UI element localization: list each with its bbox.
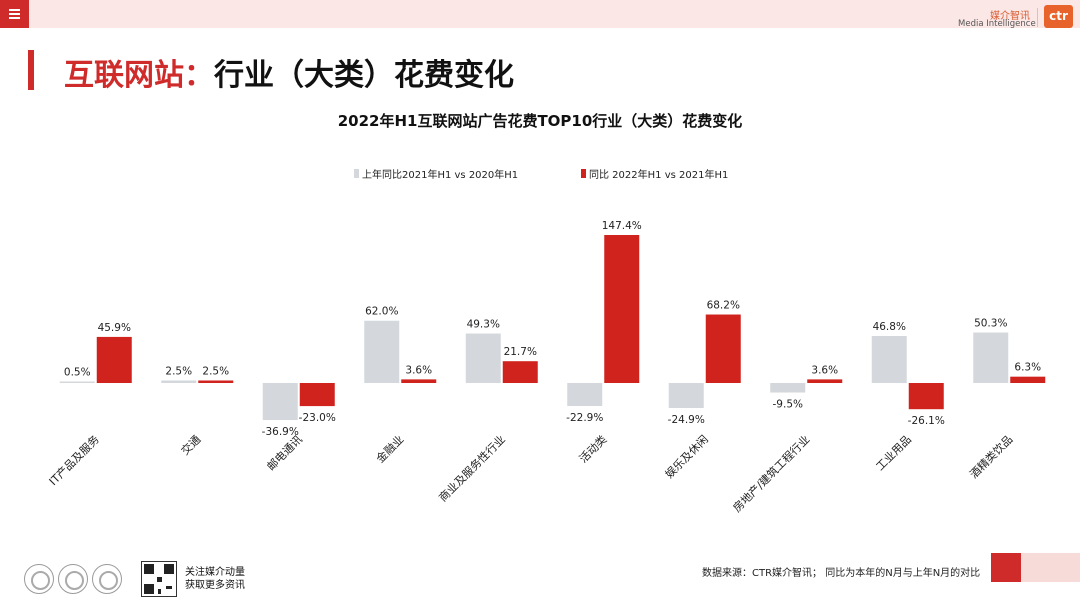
category-label-8: 工业用品	[874, 433, 914, 473]
data-label-current-2: -23.0%	[299, 412, 336, 424]
category-label-4: 商业及服务性行业	[436, 432, 508, 504]
hamburger-icon-line	[9, 17, 20, 19]
hamburger-icon-line	[9, 13, 20, 15]
bar-current-1	[198, 380, 234, 383]
footer-pink-block	[1021, 553, 1080, 582]
data-label-current-1: 2.5%	[202, 365, 229, 377]
bar-chart: 上年同比2021年H1 vs 2020年H1 同比 2022年H1 vs 202…	[46, 168, 1046, 515]
legend-swatch-prior	[354, 169, 359, 178]
data-label-prior-2: -36.9%	[262, 426, 299, 438]
category-label-3: 金融业	[373, 432, 406, 465]
chart-title: 2022年H1互联网站广告花费TOP10行业（大类）花费变化	[337, 112, 743, 130]
data-label-current-5: 147.4%	[602, 220, 642, 232]
data-label-prior-8: 46.8%	[873, 321, 906, 333]
page-title-highlight: 互联网站：	[64, 58, 214, 93]
hamburger-icon	[9, 9, 20, 11]
category-label-6: 娱乐及休闲	[662, 432, 711, 481]
data-label-prior-0: 0.5%	[64, 367, 91, 379]
qr-code-icon[interactable]	[141, 561, 177, 597]
category-label-1: 交通	[178, 432, 203, 457]
top-bar	[0, 0, 1080, 28]
follow-line-2: 获取更多资讯	[185, 580, 245, 591]
category-label-5: 活动类	[576, 432, 609, 465]
follow-line-1: 关注媒介动量	[185, 567, 245, 578]
chart-data-labels: 0.5% 45.9% 2.5% 2.5% -36.9%-23.0% 62.0% 3.6% 49…	[64, 220, 1041, 438]
chart-legend: 上年同比2021年H1 vs 2020年H1 同比 2022年H1 vs 202…	[354, 168, 728, 181]
legend-label-current: 同比 2022年H1 vs 2021年H1	[589, 168, 728, 181]
bar-prior-5	[567, 383, 603, 406]
category-label-7: 房地产/建筑工程行业	[730, 432, 813, 515]
data-label-current-0: 45.9%	[98, 322, 131, 334]
bar-current-8	[908, 383, 944, 410]
menu-button[interactable]	[0, 0, 29, 28]
bar-prior-8	[871, 336, 907, 383]
category-label-0: IT产品及服务	[46, 432, 102, 488]
bar-prior-2	[262, 383, 298, 421]
data-label-prior-1: 2.5%	[165, 365, 192, 377]
chart-bars	[59, 235, 1046, 421]
bar-prior-0	[59, 381, 95, 383]
data-label-current-6: 68.2%	[707, 300, 740, 312]
data-label-current-7: 3.6%	[811, 364, 838, 376]
sgs-badges	[22, 562, 124, 598]
sgs-badge-icon	[58, 564, 88, 594]
bar-current-4	[502, 361, 538, 383]
sgs-badge-icon	[24, 564, 54, 594]
category-label-9: 酒精类饮品	[967, 432, 1016, 481]
data-label-prior-5: -22.9%	[566, 412, 603, 424]
footer-source-note: 数据来源：CTR媒介智讯； 同比为本年的N月与上年N月的对比	[702, 568, 981, 579]
data-label-prior-7: -9.5%	[773, 399, 803, 411]
title-accent-bar	[28, 50, 34, 90]
data-label-prior-9: 50.3%	[974, 317, 1007, 329]
data-label-prior-4: 49.3%	[467, 318, 500, 330]
page-title-main: 行业（大类）花费变化	[214, 58, 514, 93]
data-label-prior-6: -24.9%	[668, 414, 705, 426]
chart-category-labels: IT产品及服务 交通 邮电通讯 金融业 商业及服务性行业 活动类 娱乐及休闲 房地产/建筑工程…	[46, 432, 1015, 515]
page-title: 互联网站：行业（大类）花费变化	[64, 50, 514, 94]
data-label-current-3: 3.6%	[405, 364, 432, 376]
logo-divider	[1037, 8, 1038, 27]
bar-current-3	[401, 379, 437, 383]
data-label-current-4: 21.7%	[504, 346, 537, 358]
logo-english: Media Intelligence	[958, 19, 1036, 29]
bar-current-0	[96, 336, 132, 383]
bar-prior-1	[161, 380, 197, 383]
bar-prior-3	[364, 320, 400, 383]
data-label-current-9: 6.3%	[1014, 362, 1041, 374]
data-label-prior-3: 62.0%	[365, 306, 398, 318]
category-label-2: 邮电通讯	[265, 433, 305, 473]
data-label-current-8: -26.1%	[908, 415, 945, 427]
bar-prior-9	[973, 332, 1009, 383]
logo-chinese: 媒介智讯	[990, 11, 1030, 22]
follow-prompt: 关注媒介动量 获取更多资讯	[185, 566, 245, 592]
bar-prior-7	[770, 383, 806, 393]
sgs-badge-icon	[92, 564, 122, 594]
ctr-logo: ctr	[1044, 5, 1073, 28]
bar-prior-4	[465, 333, 501, 383]
bar-prior-6	[668, 383, 704, 409]
legend-swatch-current	[581, 169, 586, 178]
bar-current-7	[807, 379, 843, 383]
footer-red-block	[991, 553, 1021, 582]
bar-current-9	[1010, 376, 1046, 383]
bar-current-6	[705, 314, 741, 383]
legend-label-prior: 上年同比2021年H1 vs 2020年H1	[362, 168, 518, 181]
bar-current-2	[299, 383, 335, 407]
bar-current-5	[604, 235, 640, 383]
